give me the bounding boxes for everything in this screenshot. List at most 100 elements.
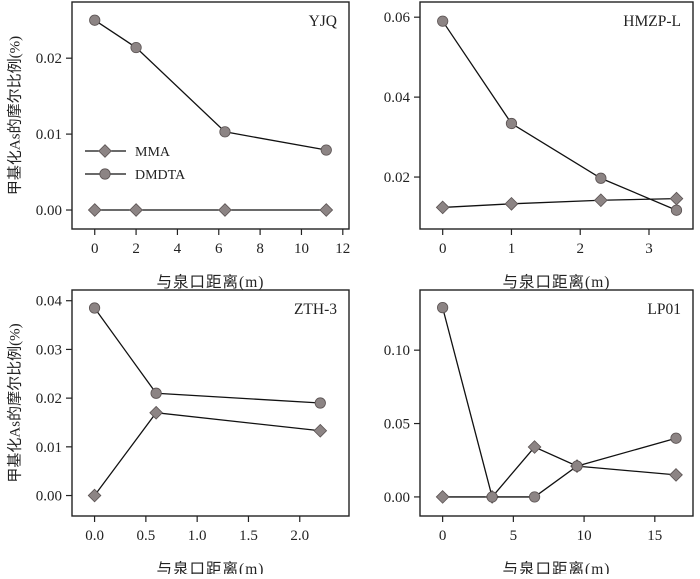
data-point-mma: [319, 203, 334, 217]
panel-lp01: 0 5 10 15 0.00 0.05 0.10 与泉口距离(m) LP01: [384, 289, 694, 578]
data-point-dmdta: [130, 41, 142, 54]
y-tick-label: 0.02: [36, 51, 62, 67]
y-tick-label: 0.05: [384, 417, 410, 433]
x-tick-label: 0: [439, 241, 447, 257]
data-point-mma: [87, 488, 102, 503]
panel-title: HMZP-L: [623, 13, 681, 30]
y-tick-label: 0.03: [36, 342, 62, 358]
data-point-dmdta: [486, 491, 498, 503]
series-line: [442, 446, 677, 498]
data-point-dmdta: [437, 15, 449, 27]
x-tick-label: 6: [215, 241, 223, 257]
panel-hmzp-l: 0 1 2 3 0.02 0.04 0.06 与泉口距离(m) HMZP-L: [384, 1, 694, 291]
series-line: [442, 20, 677, 211]
series-line: [94, 19, 327, 151]
x-tick-label: 10: [577, 528, 592, 544]
x-axis-label: 与泉口距离(m): [157, 560, 265, 574]
plot-frame: [71, 289, 350, 517]
y-tick-label: 0.10: [384, 343, 410, 359]
data-point-dmdta: [88, 302, 101, 314]
x-tick-label: 2: [132, 241, 140, 257]
legend-label-dmdta: DMDTA: [135, 168, 186, 183]
series-mma: [87, 203, 334, 217]
x-tick-label: 0: [439, 528, 447, 544]
x-tick-label: 12: [335, 241, 350, 257]
data-point-dmdta: [314, 397, 326, 409]
data-point-mma: [435, 490, 450, 504]
x-axis-label: 与泉口距离(m): [503, 273, 611, 291]
panel-title: LP01: [647, 301, 681, 318]
data-point-dmdta: [89, 14, 101, 26]
x-tick-label: 4: [174, 241, 182, 257]
series-dmdta: [437, 302, 682, 503]
y-tick-label: 0.06: [384, 10, 411, 26]
data-point-dmdta: [437, 302, 449, 314]
series-line: [94, 412, 321, 496]
y-tick-label: 0.02: [36, 391, 62, 407]
data-point-dmdta: [670, 432, 682, 444]
series-dmdta: [89, 14, 332, 156]
data-point-mma: [504, 196, 519, 211]
panel-yjq: 0 2 4 6 8 10 12 0.00 0.01 0.02 与泉口距离(m) 甲基化As的摩尔比例(…: [5, 1, 350, 291]
data-point-mma: [435, 200, 450, 215]
plot-frame: [71, 1, 350, 230]
x-tick-label: 3: [645, 241, 653, 257]
data-point-dmdta: [595, 172, 607, 184]
data-point-dmdta: [320, 144, 332, 156]
y-tick-label: 0.02: [384, 170, 410, 186]
x-tick-label: 10: [294, 241, 309, 257]
y-axis-label: 甲基化As的摩尔比例(%): [5, 36, 23, 195]
legend-marker-mma: [98, 144, 112, 158]
legend-label-mma: MMA: [135, 145, 171, 160]
series-mma: [435, 440, 683, 504]
data-point-mma: [87, 203, 102, 217]
legend-marker-dmdta: [99, 168, 111, 180]
y-tick-label: 0.01: [36, 440, 62, 456]
data-point-mma: [313, 423, 328, 438]
x-tick-label: 0: [91, 241, 99, 257]
panel-zth-3: 0.0 0.5 1.0 1.5 2.0 0.00 0.01 0.02 0.03 0.04 与泉口距离…: [5, 289, 350, 578]
x-axis-label: 与泉口距离(m): [503, 560, 611, 574]
data-point-mma: [149, 405, 163, 420]
x-tick-label: 1.0: [188, 528, 207, 544]
series-mma: [87, 405, 328, 503]
y-tick-label: 0.04: [36, 294, 63, 310]
series-line: [442, 197, 677, 209]
y-tick-label: 0.00: [384, 490, 410, 506]
data-point-dmdta: [571, 460, 583, 472]
plot-frame: [419, 1, 694, 230]
plot-frame: [419, 289, 694, 517]
data-point-dmdta: [150, 387, 162, 399]
x-axis-label: 与泉口距离(m): [157, 273, 265, 291]
y-axis-label: 甲基化As的摩尔比例(%): [5, 323, 23, 482]
x-tick-label: 0.5: [136, 528, 155, 544]
data-point-mma: [593, 193, 608, 208]
x-tick-label: 2: [576, 241, 584, 257]
data-point-dmdta: [219, 126, 231, 138]
y-tick-label: 0.04: [384, 90, 411, 106]
y-tick-label: 0.01: [36, 127, 62, 143]
x-tick-label: 1.5: [239, 528, 258, 544]
x-tick-label: 0.0: [85, 528, 104, 544]
y-tick-label: 0.00: [36, 203, 62, 219]
panel-title: YJQ: [309, 13, 337, 30]
data-point-mma: [669, 468, 683, 482]
data-point-dmdta: [505, 117, 518, 130]
data-point-mma: [527, 440, 542, 454]
series-line: [94, 307, 321, 404]
series-dmdta: [88, 302, 326, 409]
panel-title: ZTH-3: [294, 301, 337, 318]
x-tick-label: 5: [510, 528, 518, 544]
x-tick-label: 1: [508, 241, 516, 257]
series-line: [442, 307, 677, 498]
data-point-mma: [218, 203, 232, 217]
series-dmdta: [437, 15, 683, 216]
legend: MMA DMDTA: [85, 144, 186, 183]
y-tick-label: 0.00: [36, 489, 62, 505]
x-tick-label: 2.0: [290, 528, 309, 544]
data-point-mma: [669, 191, 684, 206]
x-tick-label: 15: [647, 528, 662, 544]
data-point-mma: [129, 203, 143, 217]
data-point-dmdta: [528, 491, 541, 503]
